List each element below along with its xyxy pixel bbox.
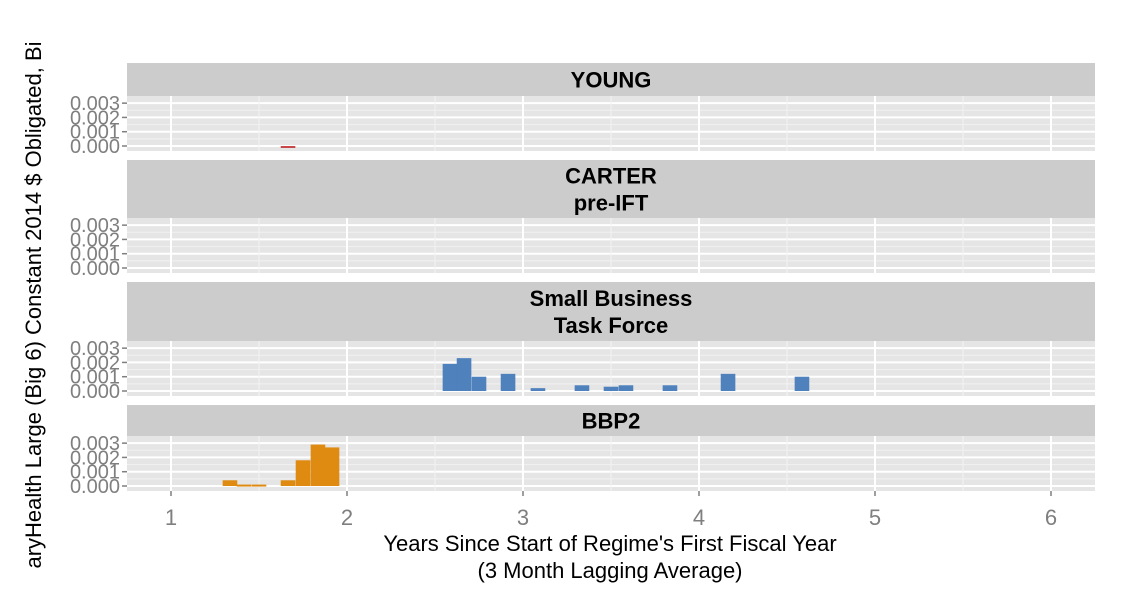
x-tick-label: 5 (869, 505, 881, 530)
panel-strip (127, 405, 1095, 436)
y-tick-label: 0.002 (70, 352, 120, 374)
y-tick-label: 0.000 (70, 258, 120, 280)
panel-strip (127, 63, 1095, 96)
bar (574, 385, 590, 391)
bar (662, 385, 678, 391)
y-tick-label: 0.000 (70, 136, 120, 158)
panel-title: BBP2 (582, 409, 641, 434)
bar (222, 480, 238, 486)
y-tick-label: 0.002 (70, 229, 120, 251)
panel-title: CARTER (565, 164, 657, 189)
bar (603, 386, 619, 391)
x-axis-title-line-2: (3 Month Lagging Average) (478, 558, 743, 583)
bar (471, 376, 487, 391)
y-tick-label: 0.001 (70, 244, 120, 266)
y-tick-label: 0.003 (70, 215, 120, 237)
bar (251, 484, 267, 487)
x-axis-title-line-1: Years Since Start of Regime's First Fisc… (383, 531, 836, 556)
panel-title: Small Business (530, 286, 693, 311)
bar (794, 376, 810, 391)
y-tick-label: 0.002 (70, 447, 120, 469)
y-tick-label: 0.001 (70, 122, 120, 144)
y-tick-label: 0.002 (70, 107, 120, 129)
panel-title: Task Force (554, 313, 669, 338)
y-tick-label: 0.003 (70, 433, 120, 455)
panel-title: YOUNG (571, 68, 652, 93)
y-tick-label: 0.001 (70, 367, 120, 389)
y-axis-title: aryHealth Large (Big 6) Constant 2014 $ … (21, 41, 46, 568)
bar (310, 444, 326, 486)
bar (280, 146, 296, 148)
bar (500, 373, 516, 391)
bar (324, 447, 340, 486)
x-tick-label: 2 (341, 505, 353, 530)
bar (456, 358, 472, 391)
bar (442, 363, 458, 391)
bar (618, 385, 634, 391)
bar (236, 484, 252, 487)
panel-strip (127, 282, 1095, 341)
bar (280, 480, 296, 486)
x-tick-label: 3 (517, 505, 529, 530)
x-tick-label: 6 (1045, 505, 1057, 530)
bar (720, 373, 736, 391)
panel-strip (127, 160, 1095, 218)
y-tick-label: 0.000 (70, 381, 120, 403)
y-tick-label: 0.003 (70, 338, 120, 360)
bar (295, 460, 311, 486)
bar (530, 388, 546, 391)
panels-layer: YOUNG0.0000.0010.0020.003CARTERpre-IFT0.… (70, 63, 1095, 498)
x-tick-label: 4 (693, 505, 705, 530)
x-tick-label: 1 (165, 505, 177, 530)
y-tick-label: 0.001 (70, 462, 120, 484)
x-axis: 1 2 3 4 5 6 (165, 491, 1057, 530)
y-tick-label: 0.000 (70, 476, 120, 498)
y-tick-label: 0.003 (70, 93, 120, 115)
panel-title: pre-IFT (574, 191, 649, 216)
